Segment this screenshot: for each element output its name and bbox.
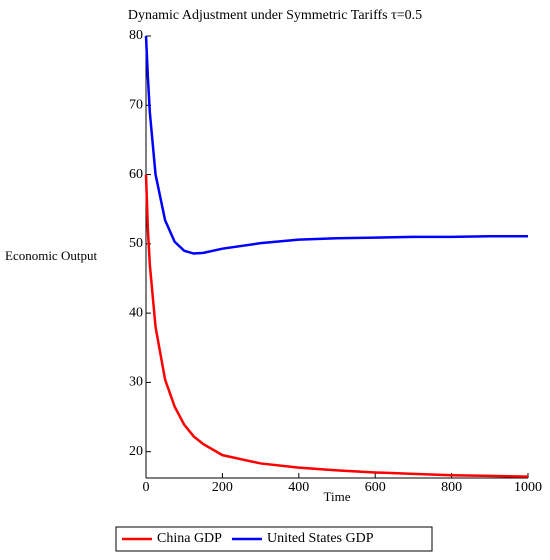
x-tick-label: 200 [212,480,233,495]
chart-title: Dynamic Adjustment under Symmetric Tarif… [128,8,422,23]
y-tick-label: 60 [129,167,143,182]
x-axis-label: Time [324,489,351,504]
x-tick-label: 1000 [514,480,542,495]
y-tick-label: 30 [129,375,143,390]
x-tick-label: 0 [143,480,150,495]
y-tick-label: 80 [129,28,143,43]
y-tick-label: 50 [129,236,143,251]
x-tick-label: 800 [441,480,462,495]
y-tick-label: 40 [129,305,143,320]
y-tick-label: 20 [129,444,143,459]
legend-label: China GDP [157,531,222,546]
series-line [144,35,528,255]
x-tick-label: 400 [288,480,309,495]
legend-box [115,526,433,552]
legend-label: United States GDP [267,531,374,546]
x-tick-label: 600 [365,480,386,495]
y-tick-label: 70 [129,97,143,112]
series-line [144,174,529,478]
y-axis-label: Economic Output [5,248,97,263]
